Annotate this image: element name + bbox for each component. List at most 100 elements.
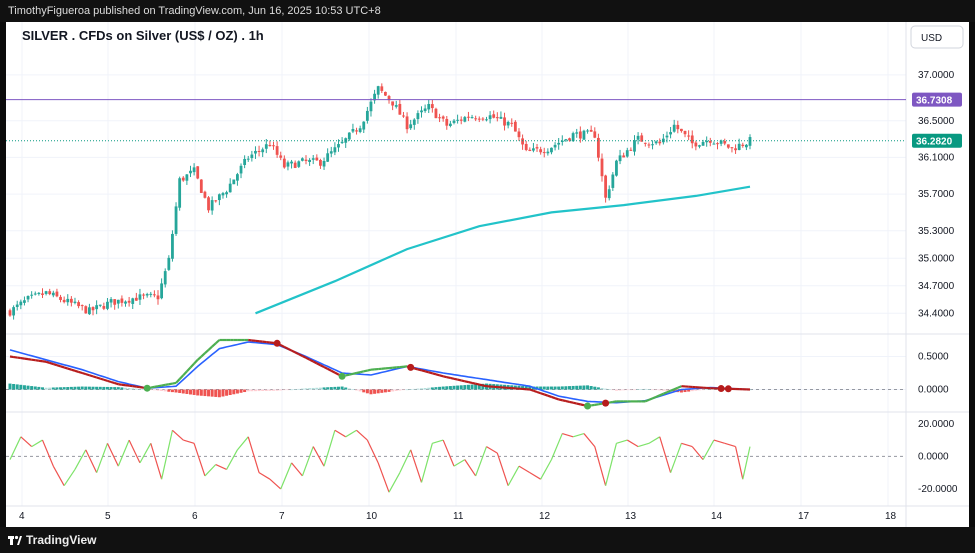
macd-histogram-bar [549,386,553,390]
oscillator-segment [637,442,650,448]
candle-body [225,192,228,195]
candle-body [347,132,351,140]
signal-line-segment [283,345,289,350]
candle-body [557,142,561,145]
macd-histogram-bar [261,389,265,391]
oscillator-segment [215,463,227,470]
price-tick-label: 35.7000 [918,189,955,200]
signal-line-segment [42,360,47,363]
signal-line-segment [424,370,430,374]
candle-body [412,119,416,125]
candle-body [33,293,37,295]
candle-body [633,140,636,152]
oscillator-segment [496,452,509,486]
candle-body [286,162,290,167]
macd-histogram-bar [268,389,272,391]
candle-body [279,155,283,158]
candle-body [300,158,304,161]
candle-body [66,298,70,303]
macd-histogram-bar [91,386,95,390]
time-tick-label: 4 [19,511,25,522]
signal-line-segment [67,367,72,371]
candle-body [167,257,171,270]
candle-body [311,158,315,160]
time-tick-label: 12 [539,511,551,522]
candle-body [517,131,521,138]
candle-body [59,296,62,300]
oscillator-segment [464,459,477,477]
macd-histogram-bar [62,387,66,390]
macd-histogram-bar [448,386,452,390]
signal-line-segment [312,360,318,365]
macd-histogram-bar [243,389,247,393]
signal-line-segment [543,393,549,397]
candle-body [423,108,427,112]
oscillator-segment [377,462,390,493]
oscillator-segment [301,446,314,477]
candle-body [589,129,593,132]
candle-body [539,149,543,153]
candle-body [152,294,156,296]
oscillator-segment [323,430,336,467]
candle-body [730,147,734,149]
macd-histogram-bar [185,389,189,394]
macd-histogram-bar [333,386,337,390]
macd-histogram-bar [59,387,63,390]
candle-body [492,114,496,118]
oscillator-segment [626,439,639,448]
oscillator-segment [106,443,119,467]
candle-body [250,154,254,159]
oscillator-segment [183,439,195,444]
macd-histogram-bar [340,386,344,390]
candle-body [387,96,391,101]
candle-body [698,145,701,147]
price-tick-label: 36.1000 [918,152,955,163]
candle-body [470,117,474,119]
candle-body [275,146,279,155]
brand-name: TradingView [26,533,97,547]
candle-body [69,298,73,303]
candle-body [243,158,247,165]
signal-line-segment [13,355,18,359]
signal-line-segment [551,395,556,400]
oscillator-segment [681,442,693,448]
signal-line-segment [9,355,14,359]
candle-body [30,294,34,296]
macd-histogram-bar [51,387,55,390]
signal-line-segment [215,339,221,345]
candle-body [160,283,164,299]
signal-line-segment [442,375,448,379]
signal-line-segment [287,347,293,352]
macd-histogram-bar [607,389,611,390]
macd-histogram-bar [438,386,442,390]
currency-button[interactable] [910,25,964,49]
signal-line-segment [280,344,285,348]
macd-histogram-bar [553,386,557,390]
candle-body [683,130,687,135]
candle-body [629,149,633,151]
signal-line-segment [114,382,119,386]
candle-body [91,307,95,311]
candle-body [546,151,550,154]
candle-body [384,91,387,96]
macd-histogram-bar [575,385,579,390]
signal-line-segment [319,364,325,369]
candle-body [705,140,709,143]
candle-body [254,150,257,154]
signal-line-segment [417,368,422,372]
oscillator-segment [734,446,744,480]
signal-line-segment [648,397,653,401]
candle-body [37,292,41,294]
signal-line-segment [572,401,577,405]
oscillator-segment [410,449,423,483]
candle-body [15,304,19,308]
macd-histogram-bar [12,383,16,390]
candle-body [163,271,167,285]
signal-line-segment [35,359,40,362]
candle-body [80,305,84,307]
candle-body [568,138,571,141]
signal-line-segment [330,369,336,374]
signal-line-segment [200,352,206,358]
candle-body [44,291,48,294]
macd-histogram-bar [456,385,460,390]
